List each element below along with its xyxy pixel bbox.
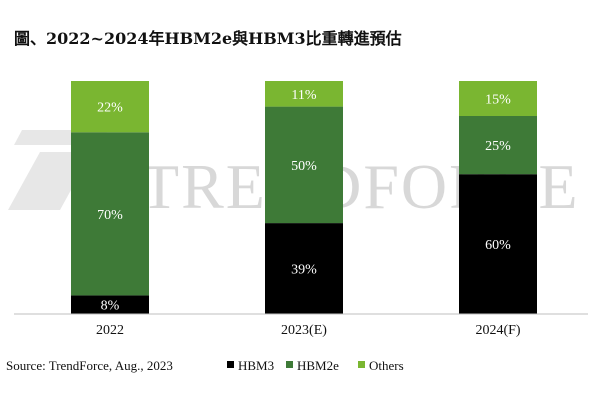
chart-title: 圖、2022~2024年HBM2e與HBM3比重轉進預估 [14,29,402,48]
bar-hbm2e-3 [459,115,537,175]
bar-others-3 [459,81,537,116]
data-label-hbm2e-2: 50% [291,159,317,174]
bar-hbm3-2 [265,223,343,314]
x-tick-label-2: 2023(E) [281,323,327,338]
data-label-hbm2e-3: 25% [485,139,511,154]
data-label-others-2: 11% [291,88,316,103]
x-tick-label-3: 2024(F) [475,323,520,338]
x-axis-ticks: 2022 2023(E) 2024(F) [96,323,521,338]
legend: HBM3 HBM2e Others [227,358,404,373]
legend-label-hbm3: HBM3 [238,358,274,373]
bar-hbm2e-1 [71,132,149,296]
bar-others-1 [71,81,149,133]
source-note: Source: TrendForce, Aug., 2023 [6,358,173,373]
data-label-others-3: 15% [485,93,511,108]
legend-label-hbm2e: HBM2e [297,358,339,373]
bar-hbm2e-2 [265,106,343,224]
legend-label-others: Others [369,358,404,373]
data-label-hbm3-3: 60% [485,238,511,253]
legend-swatch-others [358,361,365,368]
legend-swatch-hbm3 [227,361,234,368]
bar-others-2 [265,81,343,107]
data-label-hbm2e-1: 70% [97,208,123,223]
x-tick-label-1: 2022 [96,323,124,338]
legend-swatch-hbm2e [286,361,293,368]
data-label-hbm3-2: 39% [291,263,317,278]
data-label-others-1: 22% [97,101,123,116]
bar-hbm3-3 [459,174,537,314]
data-label-hbm3-1: 8% [101,299,120,314]
bars-layer: 8% 70% 22% 39% 50% 11% 60% 25% 15% [71,81,537,314]
bar-hbm3-1 [71,295,149,314]
